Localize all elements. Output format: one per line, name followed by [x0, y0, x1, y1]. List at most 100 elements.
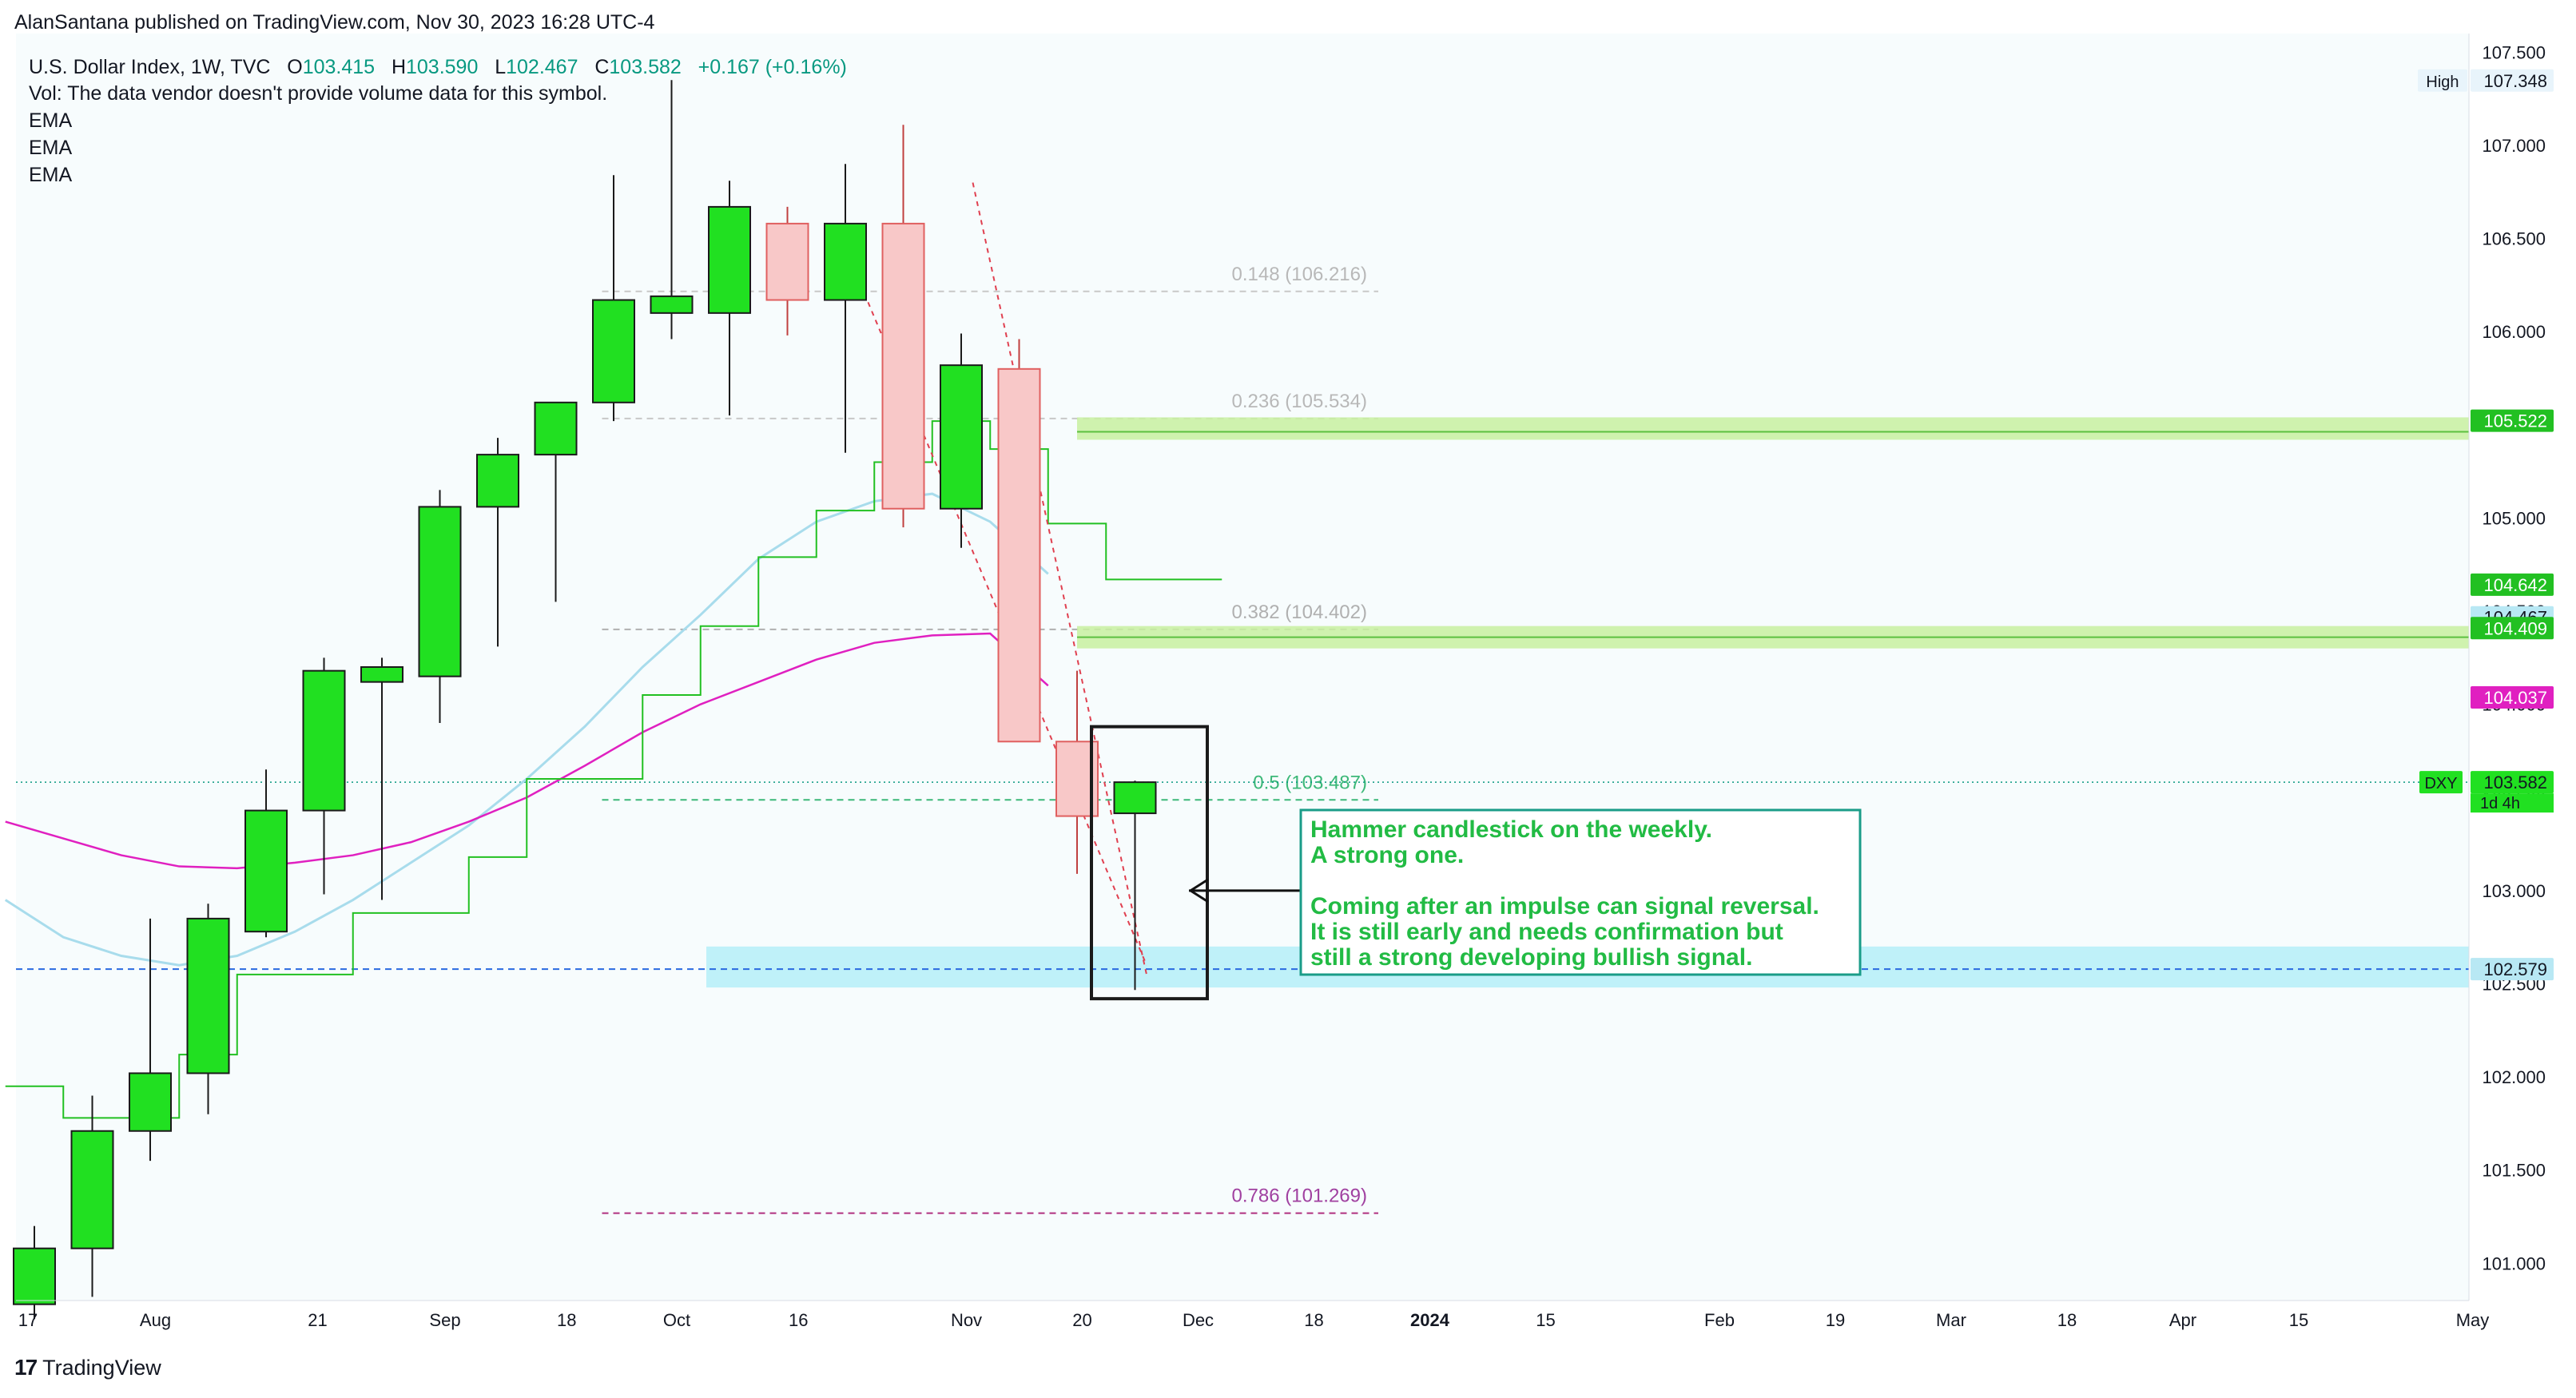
candle-8 [476, 438, 519, 647]
candle-body [881, 222, 925, 510]
candle-body [708, 205, 751, 314]
price-label-4: 104.409 [2471, 617, 2554, 640]
annotation-box [1299, 808, 1862, 976]
price-label-7: 102.579 [2471, 958, 2554, 981]
candle-10 [592, 175, 635, 422]
candle-4 [244, 769, 288, 938]
price-label-text: 104.642 [2483, 575, 2547, 595]
candle-body [476, 454, 519, 508]
annotation-note: Hammer candlestick on the weekly.A stron… [1299, 808, 1862, 976]
close-value: 103.582 [609, 56, 682, 78]
fib-label-0: 0.148 (106.216) [1232, 264, 1367, 285]
price-label-text: 105.522 [2483, 411, 2547, 431]
hammer-highlight-box [1090, 725, 1209, 1001]
candle-body [360, 666, 403, 683]
price-label-0: 107.348 High [2418, 69, 2554, 92]
candle-3 [186, 904, 230, 1114]
candle-13 [765, 206, 809, 336]
x-tick-3: Sep [429, 1310, 460, 1330]
price-label-5: 104.037 [2471, 686, 2554, 709]
indicator-ema-2[interactable]: EMA [29, 137, 73, 159]
candle-body [592, 299, 635, 403]
price-label-text: 103.582 [2483, 772, 2547, 792]
x-tick-5: Oct [663, 1310, 690, 1330]
annotation-line-0: Hammer candlestick on the weekly. [1310, 816, 1712, 843]
candle-1 [70, 1095, 114, 1297]
price-label-bg [2471, 958, 2554, 981]
trendline-1 [972, 182, 1147, 975]
x-tick-13: Feb [1704, 1310, 1735, 1330]
candle-9 [534, 401, 578, 602]
price-label-bg [2471, 69, 2554, 92]
open-label: O [287, 56, 303, 78]
footer-brand[interactable]: 17 TradingView [14, 1355, 161, 1380]
candle-11 [650, 80, 694, 340]
x-tick-16: 18 [2057, 1310, 2077, 1330]
ohlc-header: U.S. Dollar Index, 1W, TVC O103.415 H103… [29, 56, 847, 79]
candle-15 [881, 125, 925, 528]
arrow-head-icon [1190, 878, 1209, 904]
price-label-bg [2471, 771, 2554, 794]
candle-body [418, 506, 462, 677]
price-label-bg [2471, 617, 2554, 640]
y-tick-10: 106.000 [2482, 322, 2546, 342]
candle-0 [13, 1225, 56, 1320]
price-label-1: 105.522 [2471, 409, 2554, 432]
price-tag-text: High [2426, 73, 2459, 91]
indicator-ema-3[interactable]: EMA [29, 164, 73, 186]
fib-label-2: 0.382 (104.402) [1232, 602, 1367, 623]
fib-zone-0 [1077, 417, 2469, 440]
x-tick-0: 17 [18, 1310, 38, 1330]
candle-body [244, 809, 288, 933]
price-label-text: 104.037 [2483, 688, 2547, 708]
x-tick-11: 2024 [1410, 1310, 1450, 1330]
candle-body [129, 1072, 172, 1132]
annotation-line-5: still a strong developing bullish signal… [1310, 944, 1752, 971]
price-tag-bg [2418, 69, 2467, 92]
x-tick-4: 18 [557, 1310, 576, 1330]
candle-body [70, 1130, 114, 1249]
candle-body [534, 401, 578, 456]
candle-19 [1113, 780, 1157, 991]
tradingview-logo-icon: 17 [14, 1355, 38, 1380]
candle-12 [708, 181, 751, 416]
candle-7 [418, 490, 462, 723]
symbol-title[interactable]: U.S. Dollar Index, 1W, TVC [29, 56, 271, 78]
candle-17 [997, 339, 1041, 743]
candle-2 [129, 918, 172, 1162]
price-sub-bg [2471, 793, 2554, 813]
x-tick-2: 21 [308, 1310, 327, 1330]
x-tick-9: Dec [1183, 1310, 1214, 1330]
price-label-2: 104.642 [2471, 573, 2554, 596]
y-tick-0: 101.000 [2482, 1253, 2546, 1273]
candle-body [824, 222, 867, 301]
high-value: 103.590 [406, 56, 479, 78]
low-value: 102.467 [506, 56, 578, 78]
x-tick-10: 18 [1304, 1310, 1323, 1330]
candle-body [765, 222, 809, 301]
y-tick-4: 103.000 [2482, 881, 2546, 901]
low-label: L [495, 56, 507, 78]
close-label: C [594, 56, 610, 78]
price-label-text: 107.348 [2483, 71, 2547, 91]
candle-6 [360, 657, 403, 900]
x-tick-17: Apr [2169, 1310, 2196, 1330]
attribution: AlanSantana published on TradingView.com… [14, 11, 655, 34]
y-tick-2: 102.000 [2482, 1067, 2546, 1087]
ema-fast-line [5, 420, 1222, 1119]
price-tag-bg [2419, 771, 2463, 794]
fib-label-4: 0.786 (101.269) [1232, 1186, 1367, 1207]
candle-body [186, 917, 230, 1074]
annotation-line-3: Coming after an impulse can signal rever… [1310, 893, 1819, 919]
x-tick-8: 20 [1072, 1310, 1091, 1330]
price-label-bg [2471, 409, 2554, 432]
price-label-6: 103.582 DXY 1d 4h [2419, 771, 2554, 813]
indicator-ema-1[interactable]: EMA [29, 109, 73, 132]
open-value: 103.415 [302, 56, 376, 78]
x-tick-14: 19 [1826, 1310, 1845, 1330]
candle-body [650, 295, 694, 314]
candle-body [940, 364, 983, 510]
y-tick-1: 101.500 [2482, 1161, 2546, 1181]
x-tick-15: Mar [1936, 1310, 1966, 1330]
